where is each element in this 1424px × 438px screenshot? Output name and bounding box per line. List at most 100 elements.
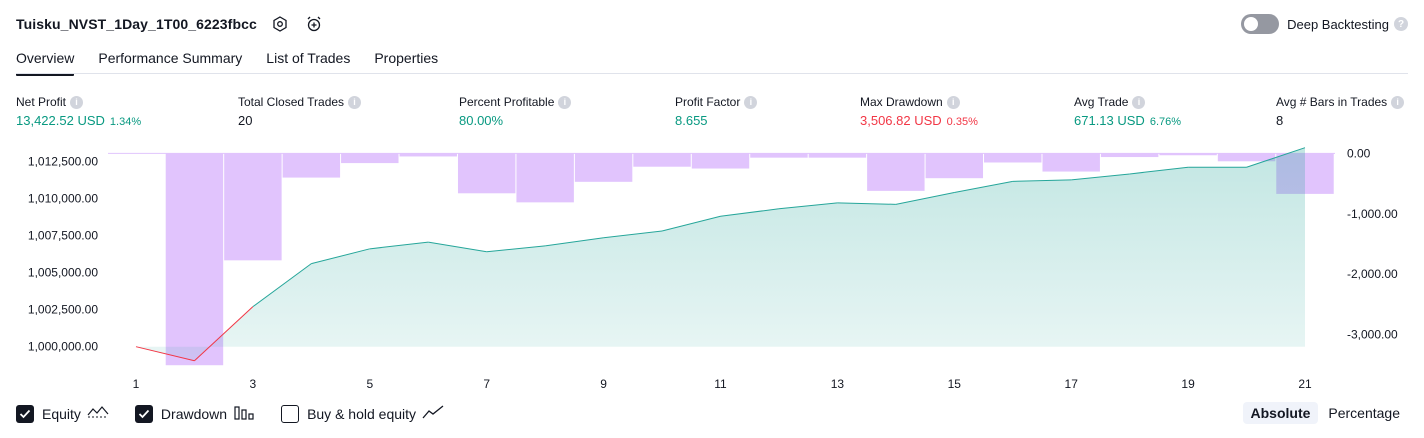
buy-hold-checkbox[interactable] [281,405,300,423]
drawdown-bar [808,153,867,158]
deep-backtesting-control: Deep Backtesting ? [1241,12,1408,36]
view-mode-switch: Absolute Percentage [1241,402,1409,424]
legend-buy-hold[interactable]: Buy & hold equity [281,404,444,424]
drawdown-bar [457,153,516,194]
hexagon-gear-icon[interactable] [269,13,291,35]
equity-line-segment [954,180,1013,193]
equity-line-segment [603,230,663,239]
tabs-divider [16,73,1408,74]
equity-line-segment [369,241,429,250]
metric-label: Total Closed Trades [238,95,345,109]
equity-line-segment [194,306,254,362]
tab-performance-summary[interactable]: Performance Summary [98,50,243,66]
legend-drawdown-label: Drawdown [160,406,228,422]
metric-max-drawdown: Max Drawdown i 3,506.82 USD 0.35% [860,94,978,128]
info-icon[interactable]: i [70,95,84,109]
tab-list-of-trades[interactable]: List of Trades [266,50,351,66]
y-left-tick-label: 1,005,000.00 [28,266,98,280]
x-tick-label: 3 [250,377,257,391]
metric-label: Profit Factor [675,95,741,109]
equity-line-segment [661,215,721,232]
equity-line-segment [1246,147,1306,168]
metric-label: Net Profit [16,95,67,109]
info-icon[interactable]: i [1132,95,1146,109]
x-tick-label: 9 [600,377,607,391]
metric-avg-bars: Avg # Bars in Trades i 8 [1276,94,1405,128]
equity-line-segment [428,241,487,253]
metric-value: 20 [238,113,253,128]
drawdown-bar [925,153,984,179]
metric-avg-trade: Avg Trade i 671.13 USD 6.76% [1074,94,1181,128]
equity-line-segment [778,202,838,210]
equity-line-segment [1071,173,1130,181]
drawdown-bar [1159,153,1217,156]
drawdown-bar [867,153,925,191]
drawdown-bar [1100,153,1159,158]
legend-equity[interactable]: Equity [16,405,109,424]
x-tick-label: 5 [366,377,373,391]
drawdown-bar [282,153,341,178]
legend-drawdown[interactable]: Drawdown [134,404,255,425]
y-right-tick-label: -2,000.00 [1347,267,1398,281]
metric-value: 8 [1276,113,1284,128]
info-icon[interactable]: i [558,95,572,109]
x-tick-label: 11 [714,377,727,391]
equity-line-segment [545,237,604,247]
drawdown-bar [341,153,399,164]
equity-line-segment [720,208,780,217]
help-icon[interactable]: ? [1394,17,1408,31]
metric-net-profit: Net Profit i 13,422.52 USD 1.34% [16,94,141,128]
legend-equity-label: Equity [42,406,81,422]
x-tick-label: 13 [831,377,845,391]
info-icon[interactable]: i [1391,95,1405,109]
x-tick-label: 19 [1181,377,1195,391]
drawdown-checkbox[interactable] [134,405,153,423]
x-tick-label: 15 [948,377,962,391]
drawdown-bar [516,153,574,203]
metric-profit-factor: Profit Factor i 8.655 [675,94,758,128]
metric-percent: 0.35% [946,116,978,128]
drawdown-bar [984,153,1042,163]
drawdown-bar [1042,153,1100,172]
equity-line-icon [87,405,109,424]
metric-value: 80.00% [459,113,504,128]
drawdown-bars-icon [233,404,255,425]
drawdown-bar [1217,153,1276,162]
metric-label: Avg # Bars in Trades [1276,95,1388,109]
info-icon[interactable]: i [744,95,758,109]
equity-line-segment [135,346,195,362]
legend-buy-hold-label: Buy & hold equity [307,406,417,422]
y-left-tick-label: 1,007,500.00 [28,228,98,242]
equity-area [136,147,1305,361]
equity-line-segment [1129,166,1189,175]
metric-value: 8.655 [675,113,708,128]
deep-backtesting-toggle[interactable] [1241,14,1280,34]
percentage-button[interactable]: Percentage [1328,405,1400,421]
y-left-tick-label: 1,012,500.00 [28,154,98,168]
metric-label: Max Drawdown [860,95,943,109]
equity-drawdown-chart[interactable]: 1,012,500.00 1,010,000.00 1,007,500.00 1,00… [0,140,1424,398]
x-tick-label: 1 [133,377,140,391]
metric-label: Avg Trade [1074,95,1129,109]
drawdown-bar [691,153,750,169]
deep-backtesting-label: Deep Backtesting [1287,16,1389,32]
x-tick-label: 21 [1298,377,1312,391]
y-right-tick-label: 0.00 [1347,146,1371,160]
equity-checkbox[interactable] [16,405,34,423]
x-tick-label: 17 [1065,377,1079,391]
info-icon[interactable]: i [348,95,362,109]
y-left-tick-label: 1,002,500.00 [28,303,98,317]
drawdown-bar [165,153,224,366]
tab-overview[interactable]: Overview [16,48,75,76]
absolute-button[interactable]: Absolute [1242,402,1319,424]
x-tick-label: 7 [483,377,490,391]
drawdown-bar [399,153,457,157]
info-icon[interactable]: i [946,95,960,109]
buy-hold-line-icon [422,404,444,424]
drawdown-bar [633,153,691,167]
drawdown-bar [574,153,633,182]
alarm-add-icon[interactable] [303,13,325,35]
metric-value: 13,422.52 USD [16,113,105,128]
tab-bar: Overview Performance Summary List of Tra… [16,48,462,76]
tab-properties[interactable]: Properties [374,50,439,66]
